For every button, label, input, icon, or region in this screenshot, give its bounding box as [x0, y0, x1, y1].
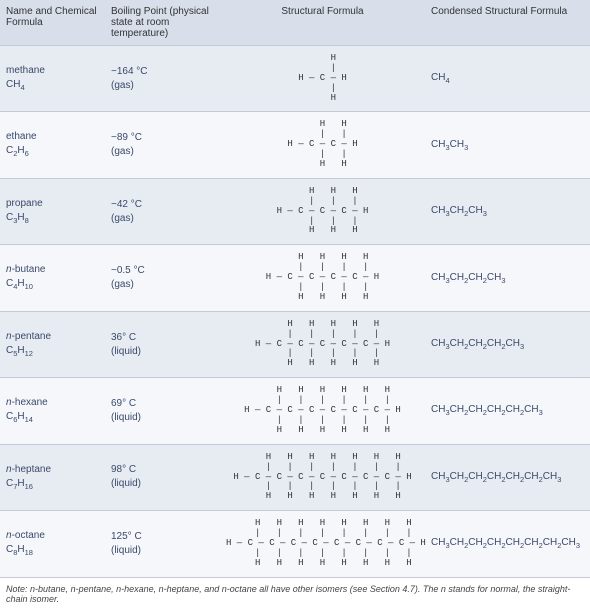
bp-cell: −42 °C (gas): [105, 178, 220, 244]
compound-name: n-pentane: [6, 331, 51, 342]
bp-cell: 36° C (liquid): [105, 311, 220, 377]
structural-formula-cell: H H H | | | H — C — C — C — H | | | H H …: [220, 178, 425, 244]
alkanes-table: Name and Chemical Formula Boiling Point …: [0, 0, 590, 578]
structural-formula-cell: H H H H H H H | | | | | | | H — C — C — …: [220, 444, 425, 510]
physical-state: (gas): [111, 146, 134, 157]
name-cell: n-octane C8H18: [0, 511, 105, 577]
structural-formula-cell: H H H H H | | | | | H — C — C — C — C — …: [220, 311, 425, 377]
compound-name: n-heptane: [6, 464, 51, 475]
molecular-formula: C3H8: [6, 212, 29, 223]
name-cell: propane C3H8: [0, 178, 105, 244]
compound-name: n-octane: [6, 530, 45, 541]
condensed-formula-cell: CH3CH2CH2CH2CH2CH2CH3: [425, 444, 590, 510]
bp-cell: 125° C (liquid): [105, 511, 220, 577]
boiling-point: 36° C: [111, 332, 136, 343]
bp-cell: 98° C (liquid): [105, 444, 220, 510]
name-cell: n-pentane C5H12: [0, 311, 105, 377]
table-note: Note: n-butane, n-pentane, n-hexane, n-h…: [0, 578, 590, 614]
name-cell: n-hexane C6H14: [0, 378, 105, 444]
structural-formula-cell: H H H H H H H H | | | | | | | | H — C — …: [220, 511, 425, 577]
table-row: n-butane C4H10 −0.5 °C (gas) H H H H | | | …: [0, 245, 590, 311]
table-row: methane CH4 −164 °C (gas) H | H — C — H | H…: [0, 46, 590, 112]
boiling-point: −164 °C: [111, 66, 148, 77]
condensed-formula-cell: CH3CH2CH3: [425, 178, 590, 244]
table-row: ethane C2H6 −89 °C (gas) H H | | H — C — C …: [0, 112, 590, 178]
header-name: Name and Chemical Formula: [0, 0, 105, 46]
header-structural: Structural Formula: [220, 0, 425, 46]
physical-state: (liquid): [111, 346, 141, 357]
condensed-formula-cell: CH3CH2CH2CH2CH2CH3: [425, 378, 590, 444]
molecular-formula: C6H14: [6, 411, 33, 422]
compound-name: methane: [6, 65, 45, 76]
boiling-point: 69° C: [111, 398, 136, 409]
boiling-point: 125° C: [111, 531, 142, 542]
condensed-formula-cell: CH4: [425, 46, 590, 112]
condensed-formula-cell: CH3CH2CH2CH3: [425, 245, 590, 311]
header-condensed: Condensed Structural Formula: [425, 0, 590, 46]
molecular-formula: C5H12: [6, 345, 33, 356]
boiling-point: −42 °C: [111, 199, 142, 210]
physical-state: (gas): [111, 279, 134, 290]
structural-formula-cell: H H H H H H | | | | | | H — C — C — C — …: [220, 378, 425, 444]
molecular-formula: C2H6: [6, 145, 29, 156]
physical-state: (liquid): [111, 545, 141, 556]
molecular-formula: C8H18: [6, 544, 33, 555]
boiling-point: 98° C: [111, 464, 136, 475]
physical-state: (liquid): [111, 478, 141, 489]
name-cell: ethane C2H6: [0, 112, 105, 178]
structural-formula-cell: H H H H | | | | H — C — C — C — C — H | …: [220, 245, 425, 311]
header-bp: Boiling Point (physical state at room te…: [105, 0, 220, 46]
name-cell: n-butane C4H10: [0, 245, 105, 311]
table-row: n-octane C8H18 125° C (liquid) H H H H H H …: [0, 511, 590, 577]
molecular-formula: CH4: [6, 79, 25, 90]
name-cell: methane CH4: [0, 46, 105, 112]
table-row: n-hexane C6H14 69° C (liquid) H H H H H H |…: [0, 378, 590, 444]
physical-state: (liquid): [111, 412, 141, 423]
boiling-point: −89 °C: [111, 132, 142, 143]
boiling-point: −0.5 °C: [111, 265, 145, 276]
molecular-formula: C4H10: [6, 278, 33, 289]
physical-state: (gas): [111, 213, 134, 224]
name-cell: n-heptane C7H16: [0, 444, 105, 510]
condensed-formula-cell: CH3CH2CH2CH2CH3: [425, 311, 590, 377]
bp-cell: −89 °C (gas): [105, 112, 220, 178]
table-header-row: Name and Chemical Formula Boiling Point …: [0, 0, 590, 46]
table-row: n-pentane C5H12 36° C (liquid) H H H H H | …: [0, 311, 590, 377]
molecular-formula: C7H16: [6, 478, 33, 489]
structural-formula-cell: H H | | H — C — C — H | | H H: [220, 112, 425, 178]
bp-cell: 69° C (liquid): [105, 378, 220, 444]
bp-cell: −0.5 °C (gas): [105, 245, 220, 311]
structural-formula-cell: H | H — C — H | H: [220, 46, 425, 112]
condensed-formula-cell: CH3CH3: [425, 112, 590, 178]
bp-cell: −164 °C (gas): [105, 46, 220, 112]
table-row: n-heptane C7H16 98° C (liquid) H H H H H H …: [0, 444, 590, 510]
compound-name: n-butane: [6, 264, 45, 275]
condensed-formula-cell: CH3CH2CH2CH2CH2CH2CH2CH3: [425, 511, 590, 577]
compound-name: n-hexane: [6, 397, 48, 408]
physical-state: (gas): [111, 80, 134, 91]
compound-name: ethane: [6, 131, 37, 142]
compound-name: propane: [6, 198, 43, 209]
table-row: propane C3H8 −42 °C (gas) H H H | | | H — C…: [0, 178, 590, 244]
